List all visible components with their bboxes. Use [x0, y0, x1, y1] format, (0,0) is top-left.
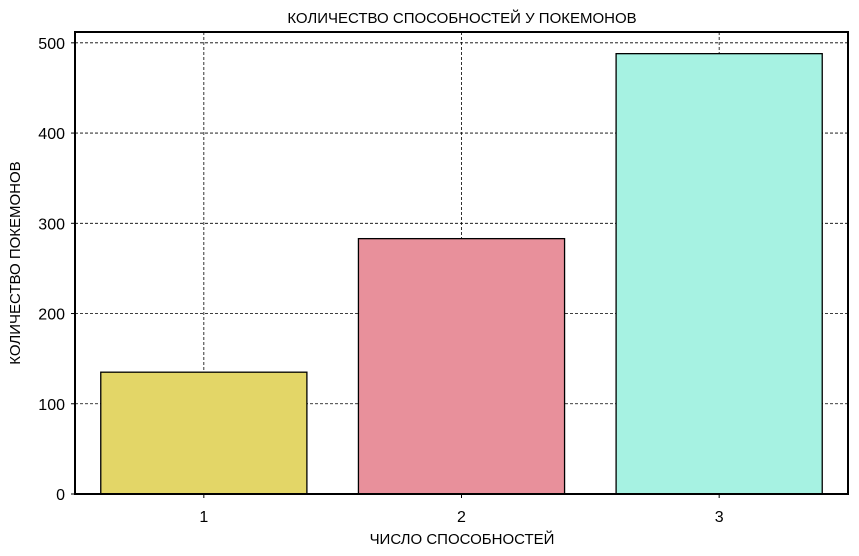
- y-tick-label: 0: [56, 487, 65, 504]
- chart-title: КОЛИЧЕСТВО СПОСОБНОСТЕЙ У ПОКЕМОНОВ: [287, 9, 636, 27]
- x-tick-label: 2: [457, 509, 466, 526]
- bar: [615, 53, 823, 495]
- y-axis-label: КОЛИЧЕСТВО ПОКЕМОНОВ: [7, 161, 24, 364]
- x-tick-label: 1: [199, 509, 208, 526]
- x-axis-ticks: 1 2 3: [199, 494, 724, 526]
- y-tick-label: 400: [38, 126, 65, 143]
- y-tick-label: 100: [38, 397, 65, 414]
- bar: [357, 237, 566, 495]
- x-axis-label: ЧИСЛО СПОСОБНОСТЕЙ: [370, 530, 555, 548]
- y-tick-label: 500: [38, 36, 65, 53]
- y-tick-label: 200: [38, 307, 65, 324]
- y-axis-ticks: 0 100 200 300 400 500: [38, 36, 75, 504]
- bar: [100, 371, 308, 495]
- y-tick-label: 300: [38, 216, 65, 233]
- x-tick-label: 3: [715, 509, 724, 526]
- bars: [100, 53, 823, 495]
